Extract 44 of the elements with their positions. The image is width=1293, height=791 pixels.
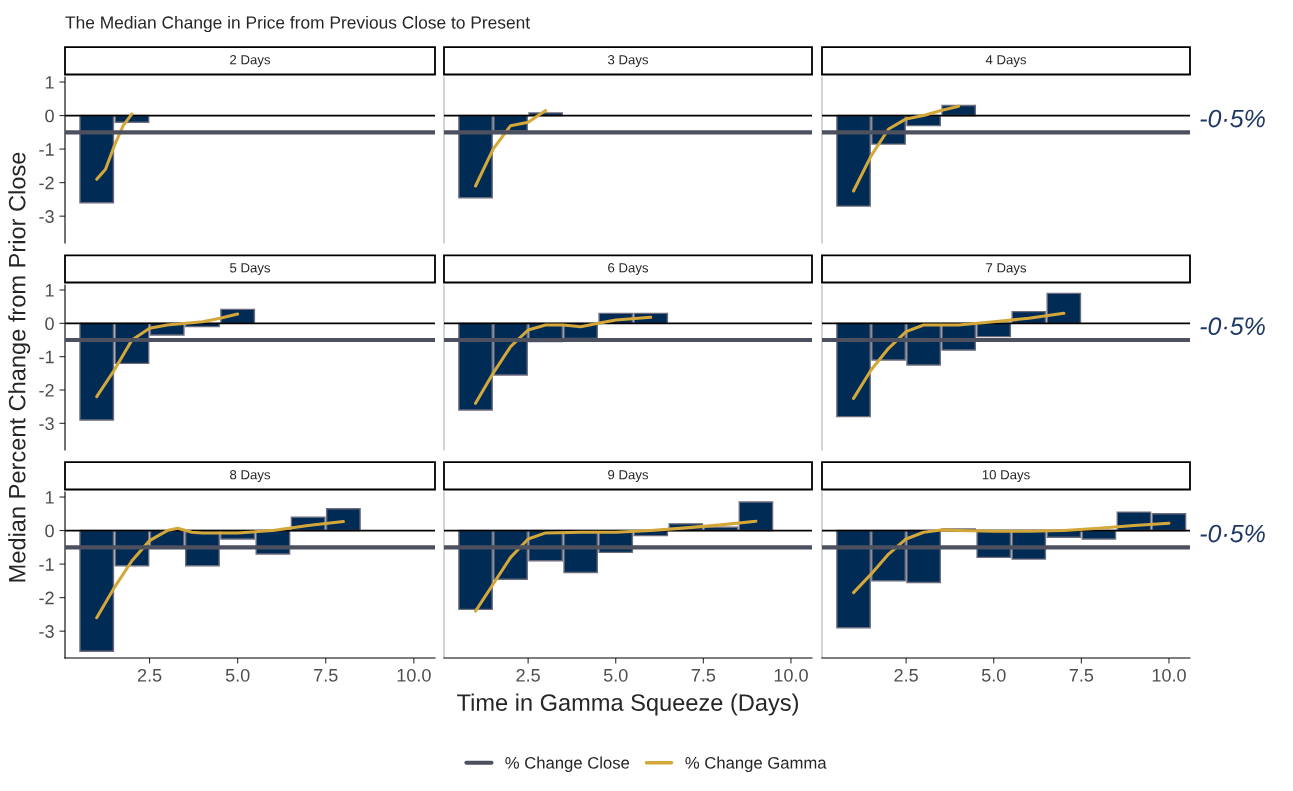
x-tick-label: 2.5 [137,668,162,682]
x-tick-label: 10.0 [397,668,431,682]
chart-title: 10 Days [982,470,1030,482]
text: -0·5% [1200,109,1265,128]
x-tick-label: 7.5 [1069,669,1094,682]
chart-title: 5 Days [230,263,271,276]
x-tick-label: 5.0 [603,668,628,682]
legend-label: % Change Gamma [685,756,827,773]
chart-title: 2 Days [230,55,271,67]
y-axis-title: Median Percent Change from Prior Close [8,152,31,582]
y-tick-label: -2 [39,591,54,605]
x-tick-label: 7.5 [314,669,338,682]
y-tick-label: -3 [39,625,54,638]
chart-title: 7 Days [986,263,1027,276]
y-tick-label: -3 [39,417,54,431]
y-tick-label: 0 [45,317,54,331]
x-tick-label: 2.5 [894,668,918,682]
text: -0·5% [1200,524,1265,543]
y-tick-label: 0 [45,109,54,123]
chart-title: 9 Days [608,470,649,482]
text: The Median Change in Price from Previous Close to Present [65,15,530,33]
x-tick-label: 7.5 [691,669,716,682]
y-tick-label: -2 [39,176,54,190]
y-tick-label: -1 [39,558,54,571]
y-tick-label: -1 [39,143,54,156]
y-tick-label: -3 [39,210,54,223]
x-tick-label: 2.5 [516,668,540,682]
chart-title: 6 Days [608,263,649,276]
x-tick-label: 10.0 [774,668,808,682]
chart-title: 4 Days [985,55,1027,67]
y-tick-label: -2 [39,383,54,397]
x-tick-label: 10.0 [1152,668,1186,682]
chart-title: 8 Days [230,470,271,482]
y-tick-label: -1 [39,350,54,364]
legend-label: % Change Close [505,756,630,773]
y-tick-label: 1 [45,491,54,504]
x-tick-label: 5.0 [981,668,1006,682]
y-tick-label: 0 [45,524,54,538]
x-tick-label: 5.0 [225,668,250,682]
chart-title: 3 Days [607,55,649,67]
y-tick-label: 1 [45,284,54,297]
x-axis-title: Time in Gamma Squeeze (Days) [457,693,798,716]
text: -0·5% [1200,317,1265,336]
y-tick-label: 1 [45,76,54,89]
